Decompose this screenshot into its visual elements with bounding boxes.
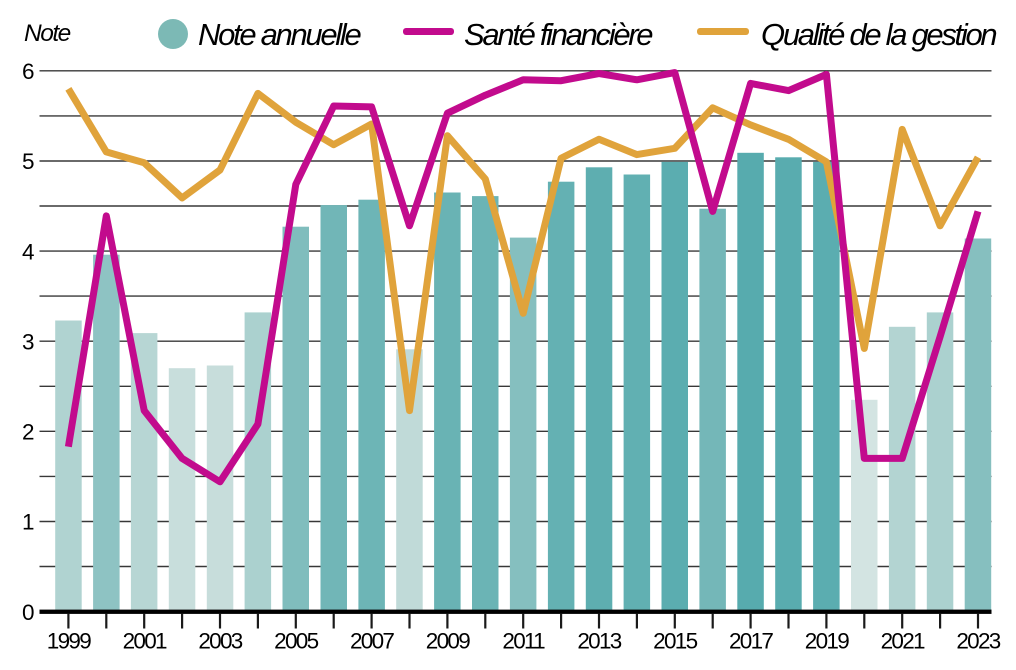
svg-text:2013: 2013 <box>577 629 621 654</box>
svg-text:2021: 2021 <box>881 629 925 654</box>
svg-text:2017: 2017 <box>729 629 773 654</box>
svg-text:0: 0 <box>22 600 35 625</box>
svg-text:4: 4 <box>22 239 35 264</box>
svg-text:2001: 2001 <box>123 629 167 654</box>
svg-text:2009: 2009 <box>426 629 470 654</box>
svg-text:2007: 2007 <box>350 629 394 654</box>
svg-text:2023: 2023 <box>956 629 1000 654</box>
svg-text:5: 5 <box>22 149 35 174</box>
svg-text:3: 3 <box>22 329 35 354</box>
svg-text:1: 1 <box>22 510 35 535</box>
svg-text:6: 6 <box>22 59 35 84</box>
svg-text:2005: 2005 <box>274 629 318 654</box>
svg-text:2011: 2011 <box>502 629 545 654</box>
svg-text:2015: 2015 <box>653 629 697 654</box>
svg-text:1999: 1999 <box>47 629 91 654</box>
svg-text:2019: 2019 <box>805 629 849 654</box>
svg-text:2003: 2003 <box>198 629 242 654</box>
svg-text:2: 2 <box>22 420 35 445</box>
